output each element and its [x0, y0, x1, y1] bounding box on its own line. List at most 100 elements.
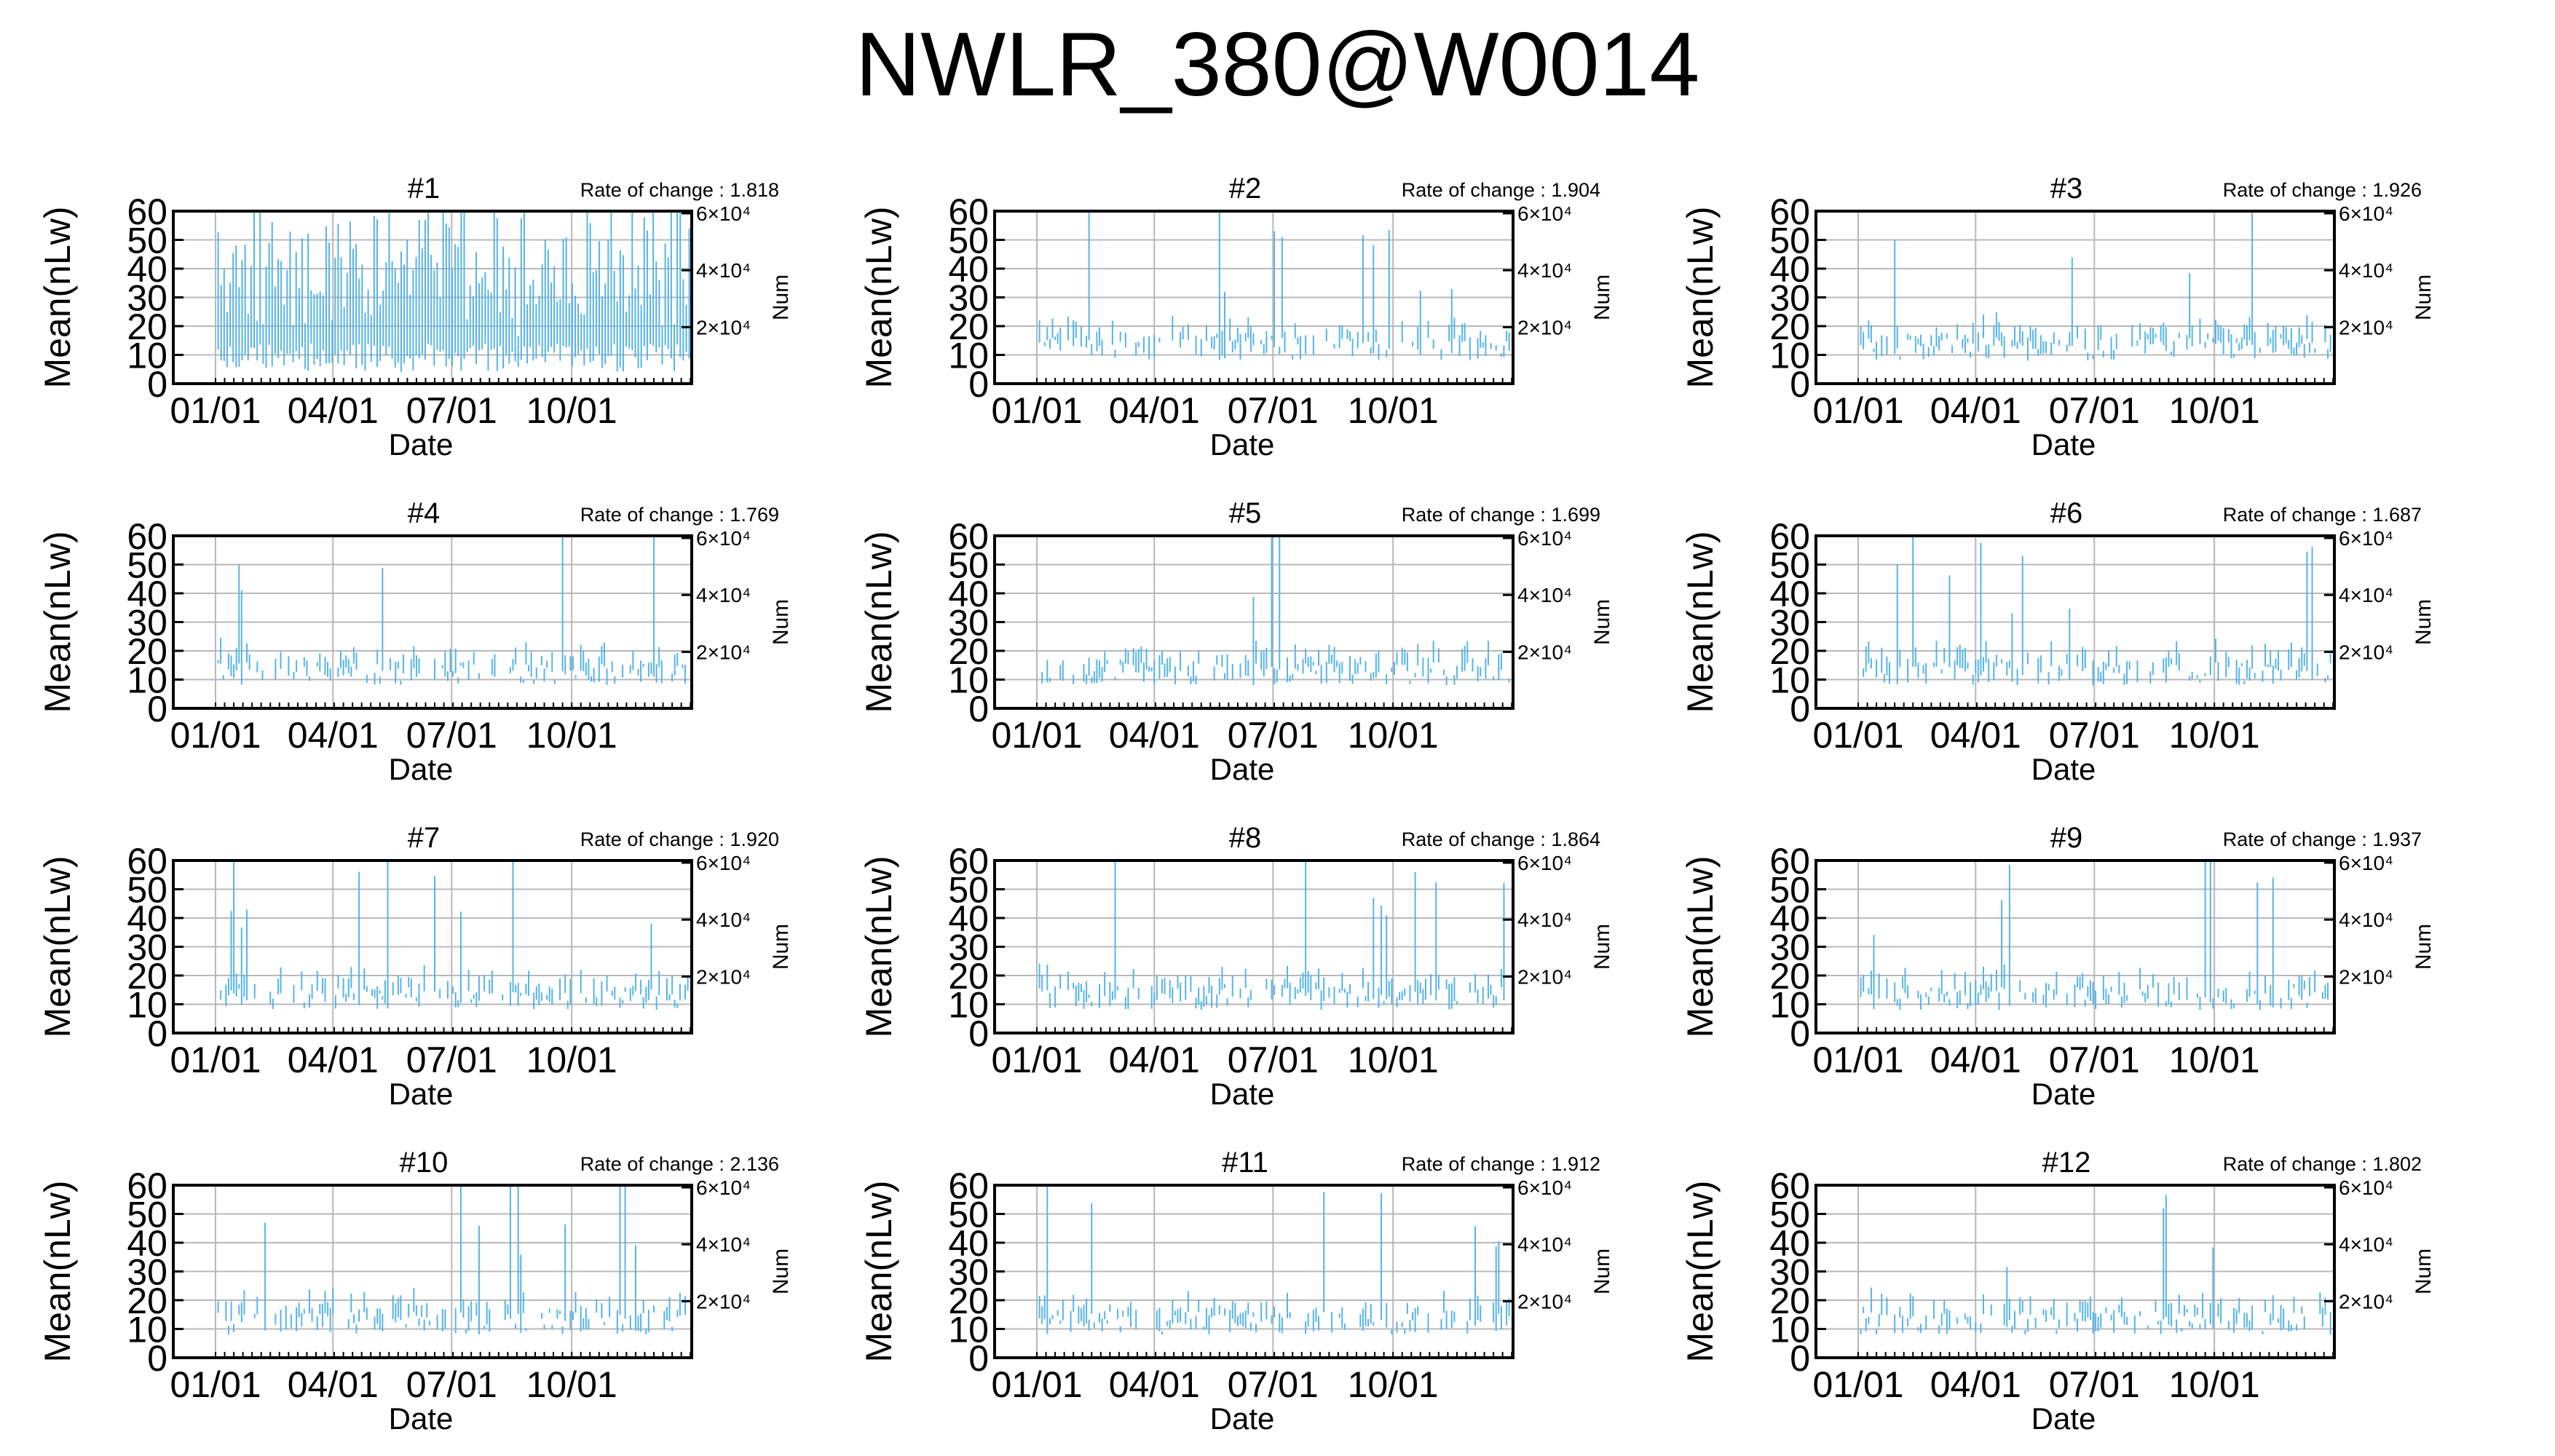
rate-of-change-prefix: Rate of change : [1402, 504, 1552, 526]
y2-tick-label: 6×10⁴ [2339, 1176, 2393, 1199]
y2-tick-label: 2×10⁴ [696, 1290, 751, 1313]
x-tick-label: 07/01 [1228, 1364, 1319, 1405]
x-tick-label: 10/01 [526, 1364, 617, 1405]
rate-of-change-value: 1.920 [730, 828, 779, 850]
x-tick-label: 07/01 [2049, 1364, 2140, 1405]
x-tick-label: 07/01 [2049, 715, 2140, 756]
y-axis-label: Mean(nLw) [1680, 855, 1721, 1037]
rate-of-change-prefix: Rate of change : [580, 179, 730, 201]
y-axis-label: Mean(nLw) [37, 206, 78, 388]
x-tick-label: 04/01 [1109, 390, 1200, 431]
x-tick-label: 04/01 [1109, 1364, 1200, 1405]
y2-tick-label: 2×10⁴ [2339, 316, 2393, 339]
y-axis-label: Mean(nLw) [37, 855, 78, 1037]
y-tick-label: 40 [948, 898, 989, 939]
x-tick-label: 07/01 [2049, 1040, 2140, 1080]
y-tick-label: 0 [1790, 364, 1810, 405]
y2-axis-label: Num [769, 599, 793, 645]
x-tick-label: 01/01 [170, 1364, 261, 1405]
x-tick-label: 01/01 [170, 390, 261, 431]
y2-tick-label: 4×10⁴ [2339, 584, 2393, 606]
x-tick-label: 10/01 [1348, 1040, 1439, 1080]
y-tick-label: 10 [948, 1310, 989, 1350]
y-axis-label: Mean(nLw) [858, 206, 899, 388]
x-tick-label: 10/01 [2169, 1364, 2260, 1405]
y-tick-label: 0 [968, 1013, 989, 1054]
rate-of-change-prefix: Rate of change : [1402, 179, 1552, 201]
y-tick-label: 0 [1790, 689, 1810, 729]
rate-of-change: Rate of change : 1.920 [580, 828, 779, 850]
series-ranges [1041, 536, 1510, 686]
y-tick-label: 60 [1769, 191, 1810, 232]
y2-tick-label: 4×10⁴ [696, 584, 751, 606]
y-tick-label: 40 [127, 1223, 167, 1264]
y-tick-label: 0 [968, 364, 989, 405]
y-tick-label: 30 [948, 927, 989, 968]
y2-tick-label: 2×10⁴ [2339, 1290, 2393, 1313]
rate-of-change-prefix: Rate of change : [1402, 828, 1552, 850]
x-tick-label: 10/01 [1348, 715, 1439, 756]
y2-tick-label: 2×10⁴ [1517, 641, 1572, 663]
y-tick-label: 60 [1769, 841, 1810, 882]
rate-of-change-value: 1.904 [1551, 179, 1600, 201]
x-tick-label: 04/01 [288, 1364, 379, 1405]
series-ranges [1860, 1195, 2331, 1335]
y-tick-label: 10 [948, 985, 989, 1026]
y2-tick-label: 6×10⁴ [1517, 527, 1572, 550]
x-tick-label: 10/01 [526, 1040, 617, 1080]
x-tick-label: 10/01 [2169, 1040, 2260, 1080]
panel-title: #4 [408, 497, 441, 529]
y-tick-label: 50 [1769, 221, 1810, 261]
panel-title: #3 [2050, 173, 2083, 205]
rate-of-change-prefix: Rate of change : [1402, 1153, 1552, 1175]
y-tick-label: 10 [948, 336, 989, 376]
y2-tick-label: 6×10⁴ [2339, 202, 2393, 225]
y-tick-label: 30 [1769, 927, 1810, 968]
y2-tick-label: 2×10⁴ [696, 965, 751, 988]
y-tick-label: 30 [127, 603, 167, 644]
x-axis-label: Date [389, 752, 454, 786]
rate-of-change-value: 1.699 [1551, 504, 1600, 526]
rate-of-change: Rate of change : 1.802 [2223, 1153, 2422, 1175]
y2-tick-label: 2×10⁴ [2339, 641, 2393, 663]
x-tick-label: 04/01 [1109, 715, 1200, 756]
rate-of-change-value: 1.769 [730, 504, 779, 526]
x-tick-label: 10/01 [526, 390, 617, 431]
y2-tick-label: 6×10⁴ [1517, 1176, 1572, 1199]
rate-of-change-value: 1.937 [2372, 828, 2422, 850]
panel-title: #6 [2050, 497, 2083, 529]
panel-title: #10 [400, 1147, 449, 1179]
x-tick-label: 01/01 [1812, 1364, 1903, 1405]
y-axis-label: Mean(nLw) [858, 1180, 899, 1362]
rate-of-change: Rate of change : 1.904 [1402, 179, 1600, 201]
x-tick-label: 01/01 [991, 390, 1082, 431]
panel-title: #1 [408, 173, 441, 205]
rate-of-change-value: 1.864 [1551, 828, 1600, 850]
y-tick-label: 20 [1769, 631, 1810, 672]
series-ranges [1038, 860, 1505, 1010]
y2-axis-label: Num [1590, 274, 1614, 320]
x-axis-label: Date [1210, 1401, 1275, 1436]
y-tick-label: 30 [948, 603, 989, 644]
y2-axis-label: Num [769, 1249, 793, 1294]
y-tick-label: 10 [1769, 1310, 1810, 1350]
x-tick-label: 10/01 [1348, 390, 1439, 431]
series-ranges [1860, 860, 2329, 1010]
rate-of-change-value: 1.687 [2372, 504, 2422, 526]
y-axis-label: Mean(nLw) [37, 531, 78, 713]
x-tick-label: 07/01 [406, 715, 497, 756]
rate-of-change-prefix: Rate of change : [580, 504, 730, 526]
y-tick-label: 60 [127, 841, 167, 882]
y-tick-label: 60 [127, 516, 167, 557]
x-tick-label: 07/01 [2049, 390, 2140, 431]
y2-axis-label: Num [2412, 274, 2436, 320]
y-tick-label: 10 [1769, 336, 1810, 376]
rate-of-change-value: 1.926 [2372, 179, 2422, 201]
x-tick-label: 01/01 [170, 1040, 261, 1080]
y-tick-label: 40 [1769, 1223, 1810, 1264]
y-tick-label: 40 [127, 574, 167, 614]
y2-tick-label: 6×10⁴ [696, 852, 751, 874]
